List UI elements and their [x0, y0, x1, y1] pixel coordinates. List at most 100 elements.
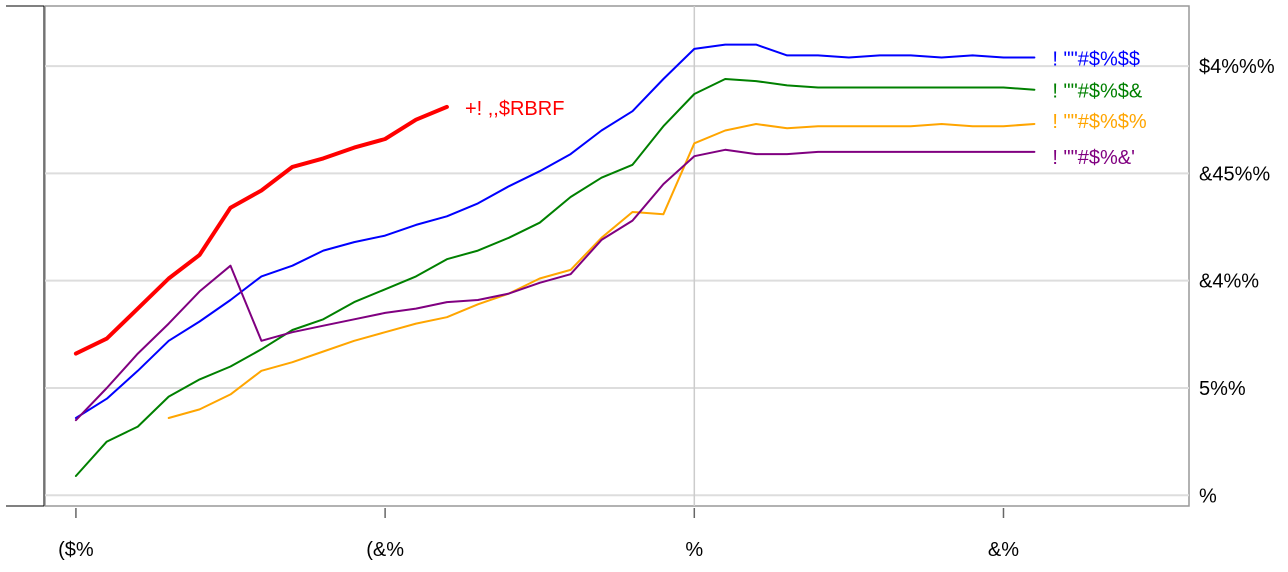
data-point-s2-6: [353, 340, 355, 342]
data-point-s1-26: [879, 87, 881, 89]
data-point-s2-22: [848, 125, 850, 127]
data-point-s3-19: [662, 183, 664, 185]
data-point-s1-12: [446, 258, 448, 260]
left-frame: [6, 5, 45, 507]
series-line-1: [74, 78, 1036, 477]
series-label-4: +! ,,$RBRF: [465, 98, 564, 120]
data-point-s0-24: [817, 54, 819, 56]
y-tick-label-0: %: [1199, 485, 1217, 507]
data-point-s0-17: [601, 129, 603, 131]
data-point-s3-6: [260, 340, 262, 342]
x-tick-label-3: &%: [988, 539, 1019, 561]
data-point-s3-22: [755, 153, 757, 155]
data-point-s2-19: [755, 123, 757, 125]
data-point-s1-15: [539, 222, 541, 224]
data-point-s0-28: [941, 57, 943, 59]
data-point-s3-14: [508, 293, 510, 295]
data-point-s1-2: [137, 426, 139, 428]
data-point-s1-0: [75, 475, 77, 477]
data-point-s3-7: [291, 331, 293, 333]
data-point-s0-13: [477, 202, 479, 204]
data-point-s2-24: [910, 125, 912, 127]
data-point-s4-2: [137, 308, 139, 310]
y-tick-label-3: &45%%: [1199, 163, 1270, 185]
data-point-s1-18: [631, 164, 633, 166]
data-point-s2-16: [662, 213, 664, 215]
data-point-s3-10: [384, 312, 386, 314]
data-point-s0-27: [910, 54, 912, 56]
data-point-s2-1: [199, 408, 201, 410]
data-point-s2-10: [477, 303, 479, 305]
data-point-s3-26: [879, 151, 881, 153]
data-point-s3-28: [941, 151, 943, 153]
data-point-s1-4: [199, 378, 201, 380]
data-point-s0-6: [260, 275, 262, 277]
data-point-s0-1: [106, 398, 108, 400]
data-point-s0-12: [446, 215, 448, 217]
data-point-s1-5: [230, 366, 232, 368]
data-point-s2-0: [168, 417, 170, 419]
data-point-s1-25: [848, 87, 850, 89]
series-label-2: ! ""#$%$%: [1052, 111, 1146, 133]
data-point-s2-3: [260, 370, 262, 372]
data-point-s2-27: [1002, 125, 1004, 127]
data-point-s3-17: [601, 239, 603, 241]
data-point-s1-6: [260, 348, 262, 350]
data-point-s1-28: [941, 87, 943, 89]
data-point-s2-20: [786, 127, 788, 129]
data-point-s4-7: [291, 166, 293, 168]
series-lines: [73, 43, 1036, 477]
data-point-s0-4: [199, 320, 201, 322]
data-point-s4-12: [446, 106, 448, 108]
data-point-s3-23: [786, 153, 788, 155]
data-point-s1-10: [384, 288, 386, 290]
data-point-s0-8: [322, 250, 324, 252]
y-tick-label-1: 5%%: [1199, 378, 1246, 400]
y-axis: % 5%% &4%% &45%% $4%%%: [1199, 56, 1275, 507]
x-tick-label-2: %: [685, 539, 703, 561]
data-point-s2-18: [724, 129, 726, 131]
data-point-s0-31: [1033, 57, 1035, 59]
data-point-s4-1: [106, 338, 108, 340]
data-point-s4-11: [415, 119, 417, 121]
data-point-s1-20: [693, 93, 695, 95]
data-point-s0-26: [879, 54, 881, 56]
data-point-s4-0: [75, 353, 77, 355]
data-point-s2-15: [631, 211, 633, 213]
series-line-3: [74, 148, 1036, 422]
data-point-s4-9: [353, 147, 355, 149]
data-point-s3-24: [817, 151, 819, 153]
data-point-s2-9: [446, 316, 448, 318]
data-point-s1-24: [817, 87, 819, 89]
data-point-s4-5: [230, 207, 232, 209]
series-labels: ! ""#$%$$ ! ""#$%$& ! ""#$%$% ! ""#$%&' +! ,…: [465, 49, 1147, 169]
data-point-s3-29: [972, 151, 974, 153]
x-tick-label-1: (&%: [366, 539, 404, 561]
data-point-s3-21: [724, 149, 726, 151]
data-point-s4-8: [322, 157, 324, 159]
data-point-s3-5: [230, 265, 232, 267]
data-point-s1-17: [601, 177, 603, 179]
data-point-s1-30: [1002, 87, 1004, 89]
data-point-s1-22: [755, 80, 757, 82]
data-point-s3-3: [168, 323, 170, 325]
data-point-s2-14: [601, 237, 603, 239]
data-point-s0-21: [724, 44, 726, 46]
data-point-s0-25: [848, 57, 850, 59]
data-point-s1-3: [168, 396, 170, 398]
data-point-s3-11: [415, 308, 417, 310]
data-point-s3-15: [539, 282, 541, 284]
data-point-s0-22: [755, 44, 757, 46]
data-point-s0-9: [353, 241, 355, 243]
data-point-s3-20: [693, 155, 695, 157]
data-point-s3-2: [137, 353, 139, 355]
data-point-s3-18: [631, 220, 633, 222]
data-point-s2-12: [539, 278, 541, 280]
data-point-s0-16: [570, 153, 572, 155]
data-point-s2-5: [322, 350, 324, 352]
data-point-s0-29: [972, 54, 974, 56]
data-point-s0-5: [230, 299, 232, 301]
data-point-s3-31: [1033, 151, 1035, 153]
series-label-3: ! ""#$%&': [1052, 147, 1135, 169]
